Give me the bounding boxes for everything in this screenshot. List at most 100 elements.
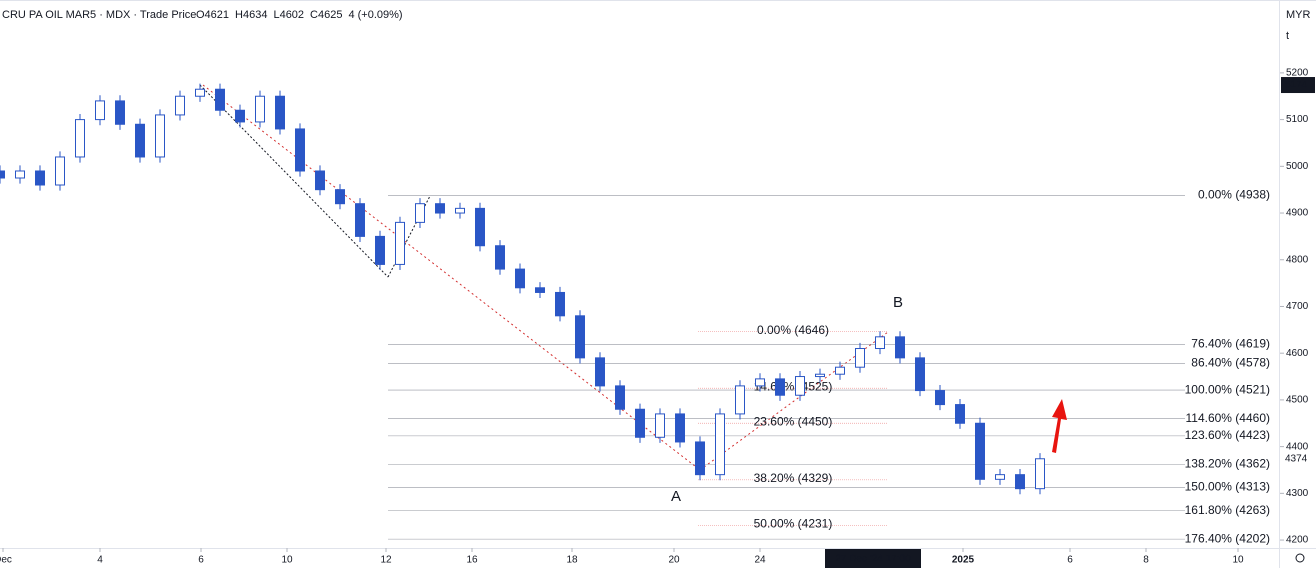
fib-label: 176.40% (4202) bbox=[1185, 531, 1270, 545]
y-tick-label: 4700 bbox=[1286, 301, 1309, 312]
candle-body bbox=[15, 170, 25, 179]
candle-body bbox=[555, 291, 565, 317]
settings-icon[interactable] bbox=[1295, 553, 1305, 563]
fib-label: 161.80% (4263) bbox=[1185, 503, 1270, 517]
fib-label: 100.00% (4521) bbox=[1185, 382, 1270, 396]
candle-body bbox=[295, 128, 305, 172]
candle-body bbox=[395, 221, 405, 265]
candle-body bbox=[175, 95, 185, 116]
x-tick-label: 16 bbox=[466, 555, 478, 566]
candle-body bbox=[635, 408, 645, 438]
candle-body bbox=[1015, 474, 1025, 490]
unit-menu: t bbox=[1286, 30, 1289, 42]
candle-body bbox=[0, 170, 5, 179]
currency: MYR bbox=[1286, 9, 1311, 21]
candle-body bbox=[735, 385, 745, 415]
candle-body bbox=[675, 413, 685, 443]
crosshair-tag bbox=[825, 549, 921, 568]
y-tick-label: 5100 bbox=[1286, 114, 1309, 125]
annotation: B bbox=[893, 294, 903, 311]
candle-body bbox=[775, 378, 785, 396]
x-tick-label: 4 bbox=[97, 555, 103, 566]
ohlc-value: C4625 bbox=[310, 9, 342, 21]
candle-body bbox=[275, 95, 285, 130]
x-tick-label: 2025 bbox=[952, 555, 975, 566]
candle-body bbox=[695, 441, 705, 476]
candle-body bbox=[375, 235, 385, 265]
fib-label: 23.60% (4450) bbox=[754, 414, 833, 428]
candle-body bbox=[935, 390, 945, 406]
candle-body bbox=[435, 203, 445, 214]
candle-body bbox=[415, 203, 425, 223]
y-tick-label: 5200 bbox=[1286, 68, 1309, 79]
candle-body bbox=[615, 385, 625, 410]
crosshair-label: 27 Dec '24 17:00 bbox=[835, 554, 911, 565]
fib-label: 86.40% (4578) bbox=[1191, 356, 1270, 370]
candle-body bbox=[155, 114, 165, 158]
fib-label: 114.60% (4460) bbox=[1185, 411, 1270, 425]
candle-body bbox=[255, 95, 265, 123]
candle-body bbox=[315, 170, 325, 191]
ohlc-value: 4 (+0.09%) bbox=[348, 9, 402, 21]
y-tick-label: 4500 bbox=[1286, 395, 1309, 406]
x-tick-label: 10 bbox=[1232, 555, 1244, 566]
price-tag bbox=[1281, 77, 1315, 94]
y-tick-label: 4400 bbox=[1286, 441, 1309, 452]
candle-body bbox=[975, 422, 985, 480]
price-tag-label: 5174 bbox=[1285, 80, 1308, 91]
candle-body bbox=[815, 373, 825, 378]
arrow bbox=[1052, 399, 1067, 453]
candle-body bbox=[535, 287, 545, 293]
candle-body bbox=[515, 268, 525, 289]
fib-label: 76.40% (4619) bbox=[1191, 336, 1270, 350]
fib-label: 14.60% (4525) bbox=[754, 379, 833, 393]
trend-line bbox=[699, 331, 889, 471]
fib-label: 0.00% (4938) bbox=[1198, 187, 1270, 201]
candle-body bbox=[115, 100, 125, 125]
y-tick-label: 5000 bbox=[1286, 161, 1309, 172]
trend-line bbox=[199, 84, 389, 278]
fib-label: 50.00% (4231) bbox=[754, 517, 833, 531]
annotation: A bbox=[671, 488, 681, 505]
candle-body bbox=[655, 413, 665, 438]
x-tick-label: 8 bbox=[1143, 555, 1149, 566]
ohlc-value: H4634 bbox=[235, 9, 267, 21]
x-tick-label: 6 bbox=[198, 555, 204, 566]
y-tick-label: 4900 bbox=[1286, 208, 1309, 219]
candle-body bbox=[335, 189, 345, 205]
candle-body bbox=[915, 357, 925, 392]
candle-body bbox=[495, 245, 505, 270]
candle-body bbox=[755, 378, 765, 387]
candle-body bbox=[835, 366, 845, 375]
candle-body bbox=[455, 207, 465, 214]
candle-body bbox=[135, 123, 145, 158]
fib-label: 38.20% (4329) bbox=[754, 471, 833, 485]
fib-label: 150.00% (4313) bbox=[1185, 479, 1270, 493]
candle-body bbox=[35, 170, 45, 186]
price-tag bbox=[1281, 450, 1315, 467]
candle-body bbox=[575, 315, 585, 359]
candle-body bbox=[215, 88, 225, 111]
candle-body bbox=[875, 336, 885, 350]
x-tick-label: Dec bbox=[0, 555, 12, 566]
candle-body bbox=[235, 109, 245, 123]
y-tick-label: 4600 bbox=[1286, 348, 1309, 359]
y-tick-label: 4800 bbox=[1286, 254, 1309, 265]
candle-body bbox=[355, 203, 365, 237]
x-tick-label: 18 bbox=[566, 555, 578, 566]
candle-body bbox=[595, 357, 605, 387]
ohlc-value: L4602 bbox=[273, 9, 304, 21]
candle-body bbox=[995, 474, 1005, 480]
candle-body bbox=[55, 156, 65, 186]
candle-body bbox=[795, 376, 805, 396]
fib-label: 0.00% (4646) bbox=[757, 323, 829, 337]
candle-body bbox=[75, 119, 85, 158]
x-tick-label: 20 bbox=[668, 555, 680, 566]
candle-body bbox=[855, 348, 865, 368]
y-tick-label: 4300 bbox=[1286, 488, 1309, 499]
chart-title: CRU PA OIL MAR5 · MDX · Trade Price bbox=[2, 9, 196, 21]
fib-label: 123.60% (4423) bbox=[1185, 428, 1270, 442]
x-tick-label: 6 bbox=[1067, 555, 1073, 566]
